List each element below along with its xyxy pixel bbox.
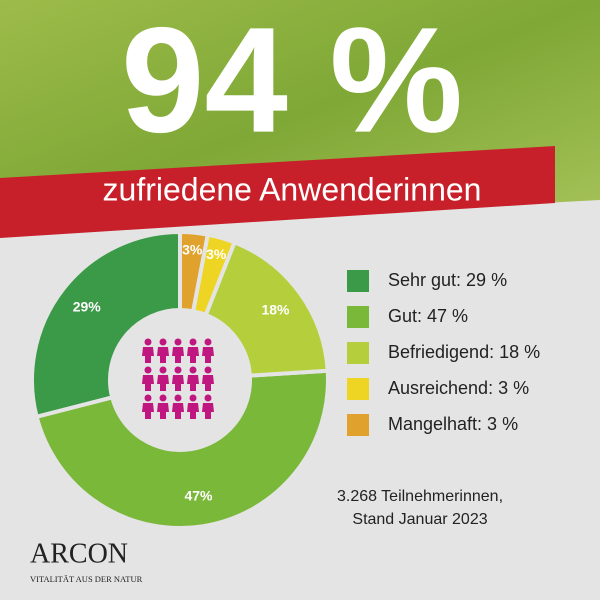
person-head	[159, 366, 167, 374]
person-body	[187, 403, 199, 419]
person-body	[157, 403, 169, 419]
person-head	[174, 366, 182, 374]
person-body	[172, 347, 184, 363]
legend-label: Mangelhaft: 3 %	[388, 414, 518, 434]
person-body	[142, 347, 154, 363]
person-head	[204, 366, 212, 374]
person-body	[202, 403, 214, 419]
person-body	[187, 347, 199, 363]
value-label: 3%	[206, 246, 227, 262]
value-label: 18%	[261, 301, 290, 317]
value-label: 3%	[182, 241, 203, 257]
value-label: 29%	[73, 298, 102, 314]
value-label: 47%	[184, 487, 213, 503]
person-body	[187, 375, 199, 391]
legend-swatch	[347, 270, 369, 292]
person-head	[144, 366, 152, 374]
person-body	[202, 375, 214, 391]
legend-label: Sehr gut: 29 %	[388, 270, 507, 290]
banner-text: zufriedene Anwenderinnen	[103, 171, 482, 207]
footer-line: 3.268 Teilnehmerinnen,	[337, 488, 503, 505]
person-body	[157, 347, 169, 363]
person-head	[189, 366, 197, 374]
footer-line: Stand Januar 2023	[352, 511, 487, 528]
person-head	[159, 338, 167, 346]
person-head	[174, 338, 182, 346]
logo: ARCON	[30, 538, 128, 569]
person-head	[144, 394, 152, 402]
legend-swatch	[347, 306, 369, 328]
person-head	[204, 338, 212, 346]
person-head	[174, 394, 182, 402]
legend-swatch	[347, 378, 369, 400]
person-body	[202, 347, 214, 363]
person-body	[172, 403, 184, 419]
person-body	[142, 403, 154, 419]
legend-label: Gut: 47 %	[388, 306, 468, 326]
donut-segment	[178, 229, 211, 314]
person-body	[157, 375, 169, 391]
person-head	[159, 394, 167, 402]
person-body	[142, 375, 154, 391]
legend-label: Ausreichend: 3 %	[388, 378, 529, 398]
person-head	[144, 338, 152, 346]
donut-segment	[30, 229, 182, 420]
person-head	[189, 394, 197, 402]
donut-segment	[34, 368, 330, 530]
banner	[0, 146, 555, 238]
legend-swatch	[347, 414, 369, 436]
person-head	[204, 394, 212, 402]
people-icon	[142, 338, 214, 419]
logo-tagline: VITALITÄT AUS DER NATUR	[30, 574, 143, 584]
person-head	[189, 338, 197, 346]
legend-swatch	[347, 342, 369, 364]
donut-segment	[203, 239, 330, 378]
person-body	[172, 375, 184, 391]
legend-label: Befriedigend: 18 %	[388, 342, 540, 362]
headline: 94 %	[121, 0, 463, 164]
